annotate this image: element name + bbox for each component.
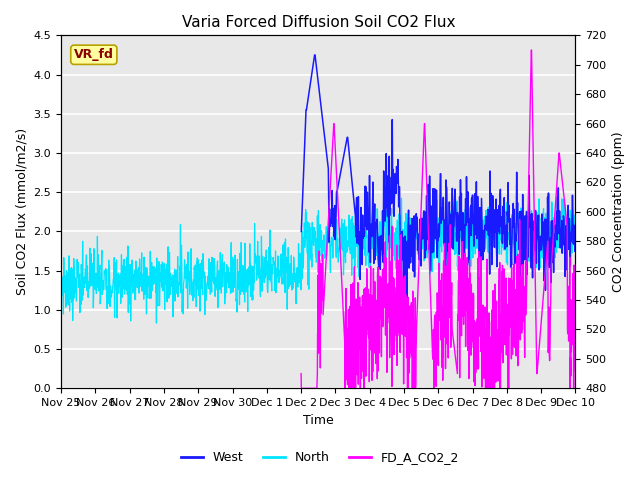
Title: Varia Forced Diffusion Soil CO2 Flux: Varia Forced Diffusion Soil CO2 Flux [182,15,455,30]
Y-axis label: CO2 Concentration (ppm): CO2 Concentration (ppm) [612,132,625,292]
X-axis label: Time: Time [303,414,333,427]
Text: VR_fd: VR_fd [74,48,114,61]
Y-axis label: Soil CO2 Flux (mmol/m2/s): Soil CO2 Flux (mmol/m2/s) [15,128,28,295]
Legend: West, North, FD_A_CO2_2: West, North, FD_A_CO2_2 [175,446,465,469]
